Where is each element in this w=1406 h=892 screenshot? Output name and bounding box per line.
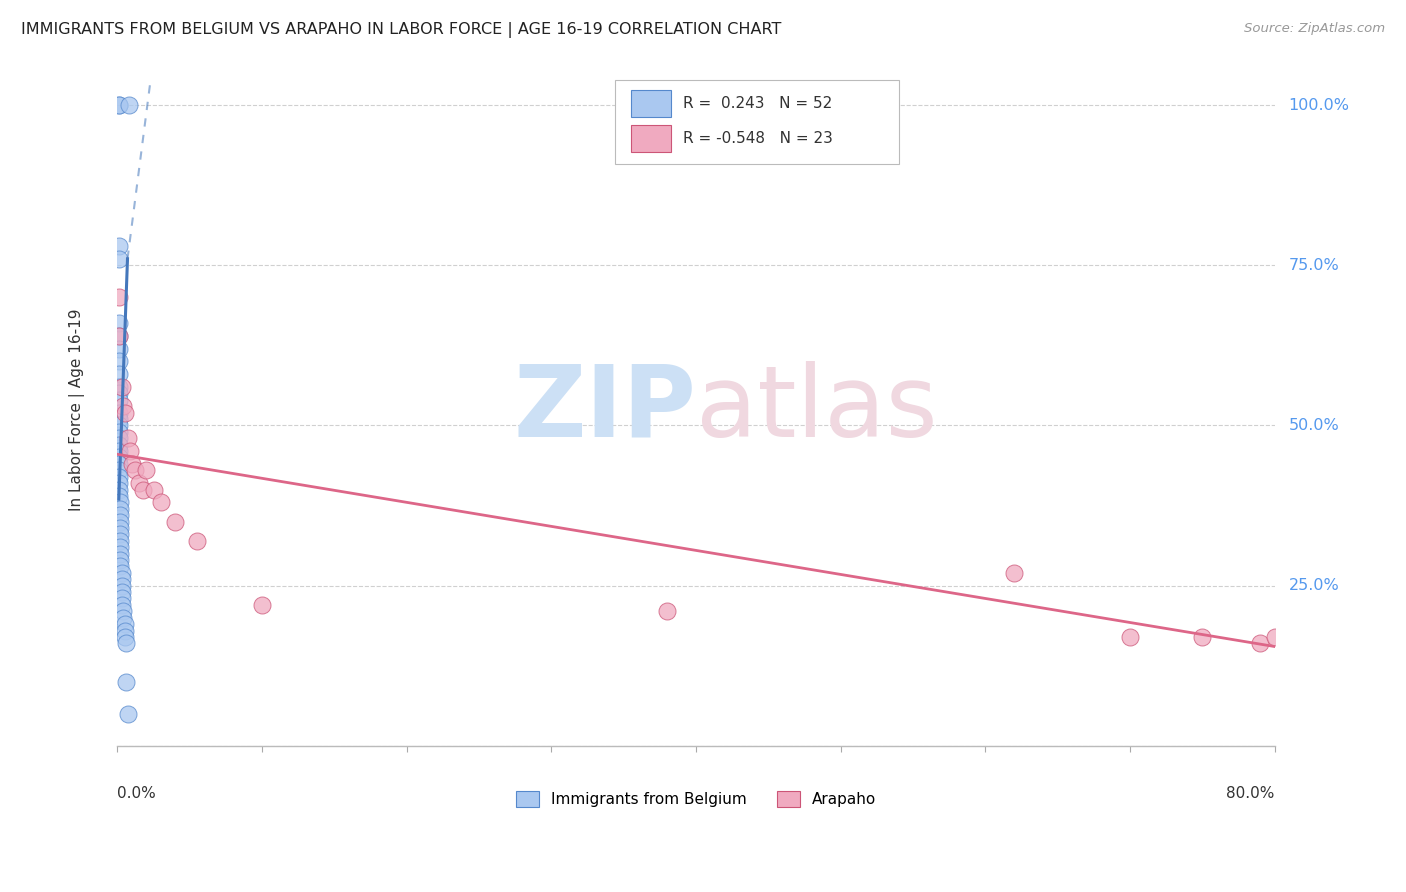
Point: [115, 674, 138, 689]
Text: 80.0%: 80.0%: [1226, 786, 1275, 801]
Point: [121, 457, 143, 471]
Point: [1002, 566, 1025, 580]
Point: [108, 444, 131, 458]
Point: [165, 515, 187, 529]
Point: [108, 412, 131, 426]
Text: In Labor Force | Age 16-19: In Labor Force | Age 16-19: [69, 308, 84, 511]
Text: R = -0.548   N = 23: R = -0.548 N = 23: [683, 131, 834, 145]
Point: [1249, 636, 1271, 650]
Point: [112, 399, 135, 413]
Point: [110, 553, 132, 567]
Point: [108, 342, 131, 356]
Text: 75.0%: 75.0%: [1289, 258, 1340, 273]
Point: [250, 598, 273, 612]
FancyBboxPatch shape: [614, 79, 898, 164]
Point: [110, 533, 132, 548]
Point: [110, 508, 132, 523]
Point: [132, 483, 155, 497]
Point: [118, 98, 141, 112]
Point: [186, 533, 208, 548]
Point: [135, 463, 157, 477]
Point: [108, 392, 131, 407]
FancyBboxPatch shape: [631, 125, 671, 152]
Point: [108, 328, 131, 343]
Text: IMMIGRANTS FROM BELGIUM VS ARAPAHO IN LABOR FORCE | AGE 16-19 CORRELATION CHART: IMMIGRANTS FROM BELGIUM VS ARAPAHO IN LA…: [21, 22, 782, 38]
Point: [117, 706, 139, 721]
Point: [110, 547, 132, 561]
FancyBboxPatch shape: [631, 90, 671, 117]
Point: [108, 98, 131, 112]
Point: [111, 572, 134, 586]
Point: [655, 604, 678, 618]
Point: [108, 386, 131, 401]
Text: Source: ZipAtlas.com: Source: ZipAtlas.com: [1244, 22, 1385, 36]
Text: ZIP: ZIP: [513, 361, 696, 458]
Point: [108, 290, 131, 304]
Point: [142, 483, 165, 497]
Point: [1119, 630, 1142, 644]
Point: [110, 515, 132, 529]
Point: [108, 489, 131, 503]
Point: [110, 521, 132, 535]
Point: [110, 559, 132, 574]
Text: atlas: atlas: [696, 361, 938, 458]
Point: [1191, 630, 1213, 644]
Point: [114, 617, 136, 632]
Point: [111, 380, 134, 394]
Point: [149, 495, 172, 509]
Point: [112, 604, 135, 618]
Point: [114, 630, 136, 644]
Point: [108, 328, 131, 343]
Point: [108, 406, 131, 420]
Point: [117, 431, 139, 445]
Point: [115, 636, 138, 650]
Point: [108, 367, 131, 381]
Point: [108, 239, 131, 253]
Point: [108, 316, 131, 330]
Point: [108, 252, 131, 266]
Point: [108, 98, 131, 112]
Point: [108, 438, 131, 452]
Point: [108, 354, 131, 368]
Point: [110, 501, 132, 516]
Point: [110, 540, 132, 554]
Text: 50.0%: 50.0%: [1289, 418, 1340, 433]
Text: 25.0%: 25.0%: [1289, 578, 1340, 593]
Point: [111, 591, 134, 606]
Point: [108, 380, 131, 394]
Point: [108, 463, 131, 477]
Point: [108, 476, 131, 491]
Text: R =  0.243   N = 52: R = 0.243 N = 52: [683, 95, 832, 111]
Point: [111, 585, 134, 599]
Point: [111, 579, 134, 593]
Text: 0.0%: 0.0%: [117, 786, 156, 801]
Point: [110, 495, 132, 509]
Point: [114, 624, 136, 638]
Point: [114, 406, 136, 420]
Point: [108, 418, 131, 433]
Point: [111, 598, 134, 612]
Point: [124, 463, 146, 477]
Point: [1264, 630, 1286, 644]
Point: [108, 483, 131, 497]
Point: [128, 476, 150, 491]
Point: [108, 457, 131, 471]
Text: 100.0%: 100.0%: [1289, 97, 1350, 112]
Point: [108, 425, 131, 439]
Point: [112, 610, 135, 624]
Point: [108, 450, 131, 465]
Point: [108, 431, 131, 445]
Point: [110, 527, 132, 541]
Point: [111, 566, 134, 580]
Point: [120, 444, 142, 458]
Legend: Immigrants from Belgium, Arapaho: Immigrants from Belgium, Arapaho: [509, 785, 883, 814]
Point: [108, 469, 131, 483]
